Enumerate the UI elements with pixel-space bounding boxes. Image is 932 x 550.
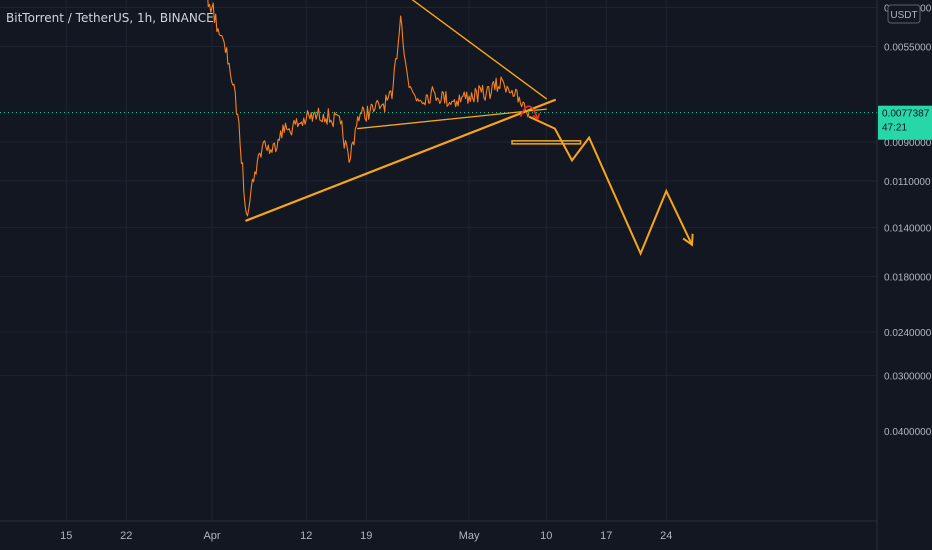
breakout-arc[interactable]	[519, 105, 539, 120]
projection-arrowhead[interactable]	[682, 233, 694, 247]
time-axis-label: Apr	[203, 530, 220, 542]
time-axis-label: May	[459, 530, 480, 542]
time-axis-label: 15	[60, 530, 72, 542]
time-axis-label: 22	[120, 530, 132, 542]
price-axis-label: 0.0240000	[884, 328, 932, 339]
time-axis-label: 19	[360, 530, 372, 542]
price-axis-label-top: 0.0400000	[884, 427, 932, 438]
price-axis-label: 0.0090000	[884, 138, 932, 149]
inner-trendline[interactable]	[357, 108, 547, 130]
projection-path[interactable]	[528, 115, 693, 257]
chart-title: BitTorrent / TetherUS, 1h, BINANCE	[6, 11, 214, 25]
current-price-tag: 0.0077387 47:21	[878, 105, 932, 140]
unit-badge-label: USDT	[890, 10, 917, 21]
upper-trendline[interactable]	[245, 98, 556, 222]
price-series	[207, 0, 530, 217]
price-axis-label: 0.0055000	[884, 42, 932, 53]
price-axis-label: 0.0180000	[884, 272, 932, 283]
time-axis-label: 17	[600, 530, 612, 542]
grid	[0, 0, 877, 521]
current-price-value: 0.0077387	[882, 109, 930, 120]
time-axis-label: 24	[660, 530, 672, 542]
time-axis-label: 10	[540, 530, 552, 542]
price-line	[207, 0, 530, 217]
price-axis-label: 0.0110000	[884, 177, 931, 188]
price-axis-label: 0.0300000	[884, 371, 932, 382]
bar-countdown: 47:21	[882, 123, 907, 134]
unit-badge[interactable]: USDT	[887, 4, 921, 24]
resistance-zone[interactable]	[511, 140, 582, 145]
drawings	[245, 0, 694, 257]
price-axis-label: 0.0140000	[884, 224, 932, 235]
lower-trendline[interactable]	[392, 0, 547, 100]
breakout-arc-arrowhead[interactable]	[532, 113, 541, 121]
time-axis[interactable]: 15 22 Apr 12 19 May 10 17 24	[60, 530, 672, 542]
time-axis-label: 12	[300, 530, 312, 542]
